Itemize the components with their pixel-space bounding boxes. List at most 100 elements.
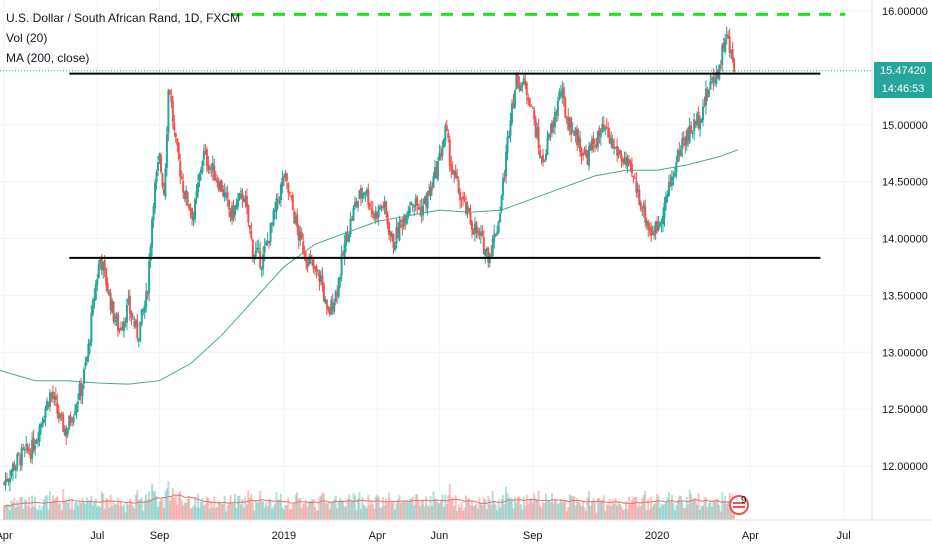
symbol-title[interactable]: U.S. Dollar / South African Rand, 1D, FX… [6,11,241,25]
candlesticks [3,26,736,492]
candle-body [462,196,465,199]
volume-bar [417,500,420,520]
candle-body [348,234,351,242]
volume-bar [407,502,410,520]
volume-bar [29,508,32,520]
candle-body [272,210,275,225]
candle-body [562,87,565,99]
volume-bar [441,494,444,520]
candle-body [239,190,242,192]
candle-body [85,356,88,362]
candle-body [540,156,543,159]
volume-bar [497,499,500,520]
volume-bar [730,506,733,520]
volume-bar [87,499,90,520]
volume-bar [288,509,291,520]
candle-body [296,214,299,228]
volume-bar [85,497,88,520]
candle-body [128,295,131,314]
volume-bar [319,495,322,520]
candle-body [371,210,374,215]
candle-body [608,134,611,144]
volume-bar [448,483,451,520]
volume-bar [574,505,577,520]
candle-body [550,122,553,133]
time-axis[interactable]: Apr Jul Sep 2019 Apr Jun Sep 2020 Apr Jul [0,519,932,542]
candle-body [269,222,272,242]
volume-bar [694,498,697,520]
volume-bar [211,507,214,520]
volume-bar [414,494,417,520]
candle-body [379,207,382,209]
candle-body [100,257,103,270]
candle-body [524,80,527,86]
volume-bar [633,497,636,520]
candle-body [426,192,429,209]
volume-bar [416,494,419,520]
candle-body [521,83,524,87]
volume-bar [648,509,651,520]
candle-body [71,421,74,423]
candle-body [391,234,394,237]
candle-body [251,239,254,258]
candle-body [482,237,485,255]
candle-body [451,169,454,174]
candle-body [417,207,420,210]
volume-bar [164,491,167,520]
candle-body [527,97,530,101]
candle-body [614,147,617,149]
candle-body [222,189,225,196]
volume-bar [727,501,730,520]
volume-bar [242,507,245,520]
candle-body [377,206,380,217]
volume-bar [139,499,142,520]
candle-body [602,124,605,130]
candle-body [216,179,219,184]
candle-body [568,118,571,128]
candle-body [590,139,593,151]
candle-body [279,184,282,200]
candle-body [223,192,226,198]
grid-lines [0,0,872,520]
ma-200-path [0,149,739,385]
events-flag-icon[interactable] [728,494,750,516]
volume-bar [388,492,391,520]
volume-bar [374,496,377,520]
candle-body [134,320,137,327]
volume-bar [545,493,548,520]
candle-body [433,167,436,178]
candle-body [675,162,678,173]
volume-indicator-label[interactable]: Vol (20) [6,31,48,45]
candle-body [146,293,149,296]
volume-bar [74,502,77,520]
ma-indicator-label[interactable]: MA (200, close) [6,51,90,65]
candle-body [552,122,555,127]
horizontal-levels[interactable] [0,12,872,259]
candle-body [472,229,475,235]
volume-bar [364,506,367,520]
volume-bar [447,495,450,520]
candle-body [659,222,662,226]
candle-body [210,167,213,169]
volume-bar [709,500,712,520]
volume-bar [336,508,339,520]
candle-body [362,192,365,196]
candle-body [496,232,499,235]
volume-bar [191,507,194,520]
volume-bar [41,506,44,520]
candle-body [285,173,288,181]
candle-body [564,98,567,118]
candle-body [700,118,703,123]
volume-bar [490,504,493,520]
candle-body [319,275,322,281]
candle-body [619,149,622,155]
volume-bar [676,499,679,520]
volume-bar [442,506,445,520]
candle-body [731,49,734,61]
volume-bar [140,497,143,520]
volume-bar [305,500,308,520]
volume-bar [468,498,471,520]
candle-body [40,424,43,428]
volume-bar [194,497,197,520]
